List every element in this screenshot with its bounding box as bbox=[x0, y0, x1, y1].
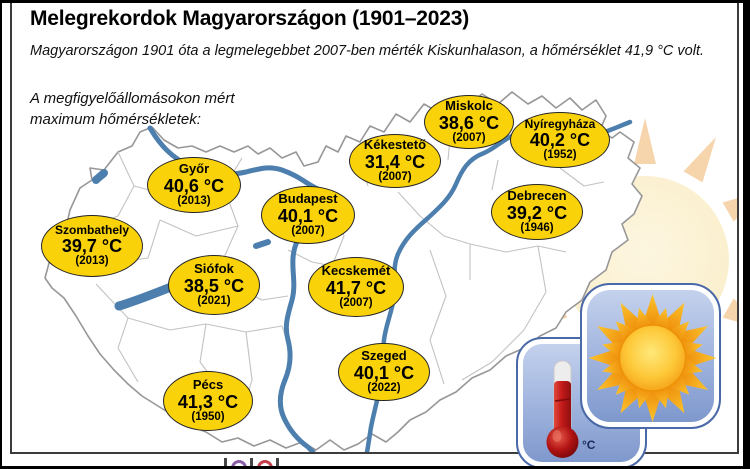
station-bubble: Nyíregyháza 40,2 °C (1952) bbox=[510, 112, 610, 168]
station-temp: 41,3 °C bbox=[177, 391, 239, 412]
map-note-line1: A megfigyelőállomásokon mért bbox=[30, 90, 235, 107]
map-note: A megfigyelőállomásokon mért maximum hőm… bbox=[30, 88, 235, 130]
station-name: Szeged bbox=[361, 348, 407, 364]
station-bubble: Szeged 40,1 °C (2022) bbox=[338, 343, 430, 401]
station-name: Siófok bbox=[194, 261, 234, 277]
station-temp: 38,6 °C bbox=[438, 112, 500, 133]
station-name: Kecskemét bbox=[321, 263, 391, 279]
station-name: Budapest bbox=[278, 191, 338, 207]
lake-ferto bbox=[92, 169, 108, 184]
sun-icon bbox=[588, 294, 717, 422]
station-name: Nyíregyháza bbox=[524, 116, 596, 131]
station-temp: 40,1 °C bbox=[353, 362, 415, 383]
station-year: (2007) bbox=[291, 224, 325, 237]
station-temp: 39,2 °C bbox=[506, 202, 568, 223]
station-bubble: Kékestető 31,4 °C (2007) bbox=[349, 134, 441, 188]
page-edge-right bbox=[743, 0, 750, 469]
station-year: (2007) bbox=[339, 296, 373, 309]
station-bubble: Szombathely 39,7 °C (2013) bbox=[41, 215, 143, 277]
station-year: (2022) bbox=[367, 381, 401, 394]
bottom-logo-bar bbox=[250, 458, 253, 469]
station-year: (1952) bbox=[543, 149, 577, 162]
thermometer-unit-label: °C bbox=[582, 438, 596, 452]
station-bubble: Pécs 41,3 °C (1950) bbox=[163, 371, 253, 431]
station-name: Debrecen bbox=[507, 188, 567, 204]
page-edge-left bbox=[0, 0, 2, 469]
page-edge-bottom bbox=[0, 466, 750, 469]
station-bubble: Debrecen 39,2 °C (1946) bbox=[491, 184, 583, 240]
station-temp: 39,7 °C bbox=[61, 236, 123, 257]
bottom-logo-ring-red bbox=[257, 460, 273, 469]
station-bubble: Győr 40,6 °C (2013) bbox=[147, 157, 241, 213]
station-year: (2007) bbox=[378, 170, 412, 183]
station-bubble: Miskolc 38,6 °C (2007) bbox=[424, 95, 514, 149]
thermometer-icon: °C bbox=[546, 360, 596, 458]
station-bubble: Kecskemét 41,7 °C (2007) bbox=[308, 257, 404, 317]
station-temp: 38,5 °C bbox=[183, 275, 245, 296]
bottom-logo-bar bbox=[276, 458, 279, 469]
station-year: (1946) bbox=[520, 221, 554, 234]
station-year: (2007) bbox=[452, 131, 486, 144]
station-temp: 31,4 °C bbox=[364, 151, 426, 172]
bottom-logo-ring-purple bbox=[231, 460, 247, 469]
station-temp: 41,7 °C bbox=[325, 277, 387, 298]
station-year: (2021) bbox=[197, 294, 231, 307]
station-name: Pécs bbox=[192, 377, 224, 393]
station-name: Szombathely bbox=[54, 222, 129, 237]
station-year: (2013) bbox=[177, 194, 211, 207]
page-edge-top bbox=[0, 0, 750, 3]
station-bubble: Siófok 38,5 °C (2021) bbox=[168, 255, 260, 315]
station-name: Győr bbox=[178, 161, 210, 177]
map-note-line2: maximum hőmérsékletek: bbox=[30, 111, 201, 128]
page-title: Melegrekordok Magyarországon (1901–2023) bbox=[30, 7, 470, 30]
bottom-logo-bar bbox=[224, 458, 227, 469]
station-temp: 40,2 °C bbox=[529, 130, 591, 151]
station-temp: 40,6 °C bbox=[163, 175, 225, 196]
sun-tile bbox=[580, 283, 721, 429]
station-bubble: Budapest 40,1 °C (2007) bbox=[261, 186, 355, 244]
station-name: Miskolc bbox=[445, 98, 493, 114]
page-subtitle: Magyarországon 1901 óta a legmelegebbet … bbox=[30, 43, 705, 59]
station-year: (1950) bbox=[191, 410, 225, 423]
station-year: (2013) bbox=[75, 255, 109, 268]
station-temp: 40,1 °C bbox=[277, 205, 339, 226]
station-name: Kékestető bbox=[363, 137, 427, 153]
lake-velence bbox=[253, 239, 271, 249]
